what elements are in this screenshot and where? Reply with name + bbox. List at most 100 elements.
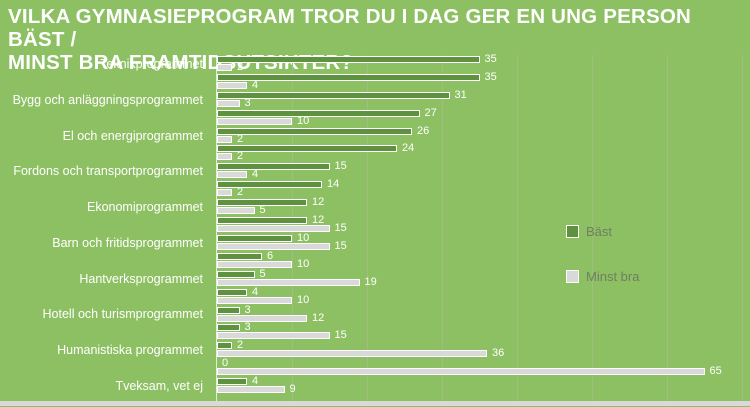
minst-bra-bar (217, 260, 292, 268)
bar-row: Fordons och transportprogrammet 15 4 (0, 160, 750, 181)
best-value-label: 35 (484, 53, 497, 65)
best-bar (217, 217, 307, 225)
best-bar (217, 270, 255, 278)
category-label: Tveksam, vet ej (115, 379, 203, 394)
best-value-label: 27 (424, 106, 437, 119)
minst-bra-bar (217, 350, 487, 358)
category-label (0, 288, 210, 306)
best-bar (217, 306, 240, 314)
bar-row: 4 10 (0, 285, 750, 306)
best-value-label: 0 (222, 357, 229, 370)
legend-item-minst-bra: Minst bra (566, 268, 640, 284)
best-bar (217, 234, 292, 242)
gridline-20 (367, 55, 368, 401)
minst-bra-bar (217, 135, 232, 143)
minst-bra-value-label: 15 (334, 222, 347, 235)
bar-row: 14 2 (0, 178, 750, 199)
best-bar (217, 56, 480, 63)
minst-bra-bar (217, 171, 247, 179)
minst-bra-value-label: 2 (237, 186, 244, 199)
category-label: Ekonomiprogrammet (86, 200, 203, 215)
bar-row: Tveksam, vet ej 4 9 (0, 375, 750, 396)
minst-bra-bar (217, 332, 330, 340)
minst-bra-bar (217, 189, 232, 197)
category-label: Barn och fritidsprogrammet (52, 235, 203, 250)
minst-bra-value-label: 15 (334, 329, 347, 342)
gridline-60 (667, 55, 668, 401)
y-axis-line (216, 55, 217, 401)
best-value-label: 14 (327, 178, 340, 191)
best-value-label: 26 (417, 124, 430, 137)
minst-bra-value-label: 3 (244, 96, 251, 109)
best-bar (217, 163, 330, 171)
minst-bra-series-swatch-icon (566, 269, 579, 283)
minst-bra-bar (217, 368, 705, 376)
minst-bra-bar (217, 99, 240, 107)
category-label (0, 252, 210, 270)
best-bar (217, 378, 247, 386)
bar-row: Teknikprogrammet 35 2 (0, 53, 750, 73)
best-bar (217, 252, 262, 260)
category-label (0, 180, 210, 198)
minst-bra-bar (217, 81, 247, 89)
best-value-label: 4 (252, 375, 259, 388)
minst-bra-bar (217, 296, 292, 304)
minst-bra-bar (217, 225, 330, 233)
best-bar (217, 73, 480, 81)
category-label (0, 359, 210, 377)
minst-bra-series-label: Minst bra (586, 268, 640, 284)
best-value-label: 24 (402, 142, 415, 155)
best-bar (217, 109, 420, 117)
best-bar (217, 91, 450, 99)
category-label (0, 109, 210, 127)
category-label (0, 144, 210, 162)
bar-row: 3 15 (0, 322, 750, 342)
legend: Bäst Minst bra (566, 224, 639, 314)
minst-bra-value-label: 65 (709, 365, 722, 378)
bar-row: 0 65 (0, 357, 750, 378)
bar-row: Bygg och anläggningsprogrammet 31 3 (0, 88, 750, 109)
bar-row: Hantverksprogrammet 5 19 (0, 268, 750, 288)
minst-bra-value-label: 2 (237, 132, 244, 145)
category-label: Humanistiska programmet (57, 343, 203, 358)
best-value-label: 3 (244, 303, 251, 316)
best-value-label: 15 (334, 160, 347, 173)
best-bar (217, 145, 397, 153)
minst-bra-value-label: 19 (364, 275, 377, 288)
minst-bra-bar (217, 207, 255, 215)
bar-row: Barn och fritidsprogrammet 10 15 (0, 231, 750, 252)
minst-bra-value-label: 9 (289, 383, 296, 396)
gridline-50 (592, 55, 593, 401)
minst-bra-value-label: 2 (237, 61, 244, 73)
bar-row: 24 2 (0, 142, 750, 162)
best-value-label: 35 (484, 70, 497, 83)
best-value-label: 12 (312, 196, 325, 209)
category-label (0, 73, 210, 91)
gridline-70 (742, 55, 743, 401)
category-label: Teknikprogrammet (100, 56, 203, 71)
best-bar (217, 127, 412, 135)
best-bar (217, 288, 247, 296)
best-value-label: 10 (297, 231, 310, 244)
category-label: Hantverksprogrammet (79, 271, 203, 286)
bar-row: Humanistiska programmet 2 36 (0, 340, 750, 360)
best-value-label: 12 (312, 214, 325, 227)
minst-bra-value-label: 4 (252, 168, 259, 181)
best-value-label: 31 (454, 88, 467, 101)
minst-bra-bar (217, 386, 285, 394)
bar-row: 12 15 (0, 214, 750, 235)
bar-row: El och energiprogrammet 26 2 (0, 124, 750, 145)
minst-bra-value-label: 10 (297, 257, 310, 270)
bar-row: Ekonomiprogrammet 12 5 (0, 196, 750, 216)
category-label (0, 323, 210, 341)
minst-bra-bar (217, 153, 232, 161)
best-bar (217, 181, 322, 189)
best-bar (217, 199, 307, 207)
bar-row: Hotell och turismprogrammet 3 12 (0, 303, 750, 324)
best-value-label: 4 (252, 285, 259, 298)
minst-bra-bar (217, 242, 330, 250)
best-bar (217, 324, 240, 332)
minst-bra-value-label: 36 (492, 347, 505, 360)
category-label: Bygg och anläggningsprogrammet (12, 92, 203, 107)
minst-bra-value-label: 12 (312, 311, 325, 324)
